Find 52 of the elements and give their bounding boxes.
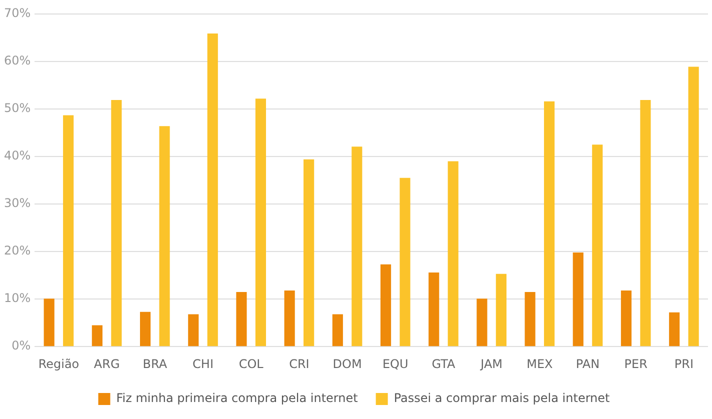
y-tick-label: 40%	[4, 148, 31, 163]
bar	[496, 274, 506, 346]
y-tick-label: 30%	[4, 196, 31, 210]
x-tick-label: PAN	[576, 356, 600, 371]
bar	[352, 146, 362, 346]
bar	[140, 312, 151, 346]
bar	[63, 115, 74, 346]
bar	[332, 314, 343, 346]
x-tick-label: JAM	[480, 356, 503, 371]
bar	[159, 126, 170, 346]
legend-label: Passei a comprar mais pela internet	[394, 391, 610, 406]
x-tick-label: ARG	[94, 356, 120, 371]
bar	[669, 312, 680, 346]
x-tick-label: MEX	[526, 356, 553, 371]
bar	[620, 290, 632, 346]
x-tick-label: DOM	[332, 356, 362, 371]
x-tick-label: GTA	[432, 356, 456, 371]
legend-label: Fiz minha primeira compra pela internet	[116, 391, 358, 406]
bar	[255, 98, 266, 346]
y-tick-label: 60%	[4, 54, 31, 68]
bar	[207, 33, 218, 346]
bar	[92, 325, 102, 346]
bar	[592, 144, 603, 346]
bar	[524, 292, 536, 346]
x-tick-label: COL	[238, 356, 264, 371]
bar	[188, 314, 199, 346]
bar	[448, 161, 458, 346]
x-tick-label: CRI	[289, 356, 310, 371]
bar	[400, 178, 410, 346]
bar	[44, 298, 54, 346]
x-tick-label: PER	[624, 356, 648, 371]
x-tick-label: Região	[38, 356, 80, 371]
bar	[236, 292, 247, 346]
y-tick-label: 0%	[12, 338, 31, 353]
y-tick-label: 70%	[4, 6, 31, 20]
x-tick-label: CHI	[192, 356, 214, 371]
bar	[304, 159, 314, 346]
bar	[428, 272, 440, 346]
x-tick-label: BRA	[142, 356, 168, 371]
y-tick-label: 10%	[4, 291, 31, 306]
y-tick-label: 50%	[4, 101, 31, 116]
x-tick-label: EQU	[382, 356, 408, 371]
bar	[640, 100, 651, 346]
bar	[688, 66, 699, 346]
bar	[111, 100, 122, 346]
bar	[544, 101, 555, 346]
bar	[476, 298, 488, 346]
y-tick-label: 20%	[4, 244, 31, 258]
bar	[572, 252, 584, 346]
bar	[380, 264, 392, 346]
x-tick-label: PRI	[674, 356, 694, 371]
bar	[284, 290, 295, 346]
